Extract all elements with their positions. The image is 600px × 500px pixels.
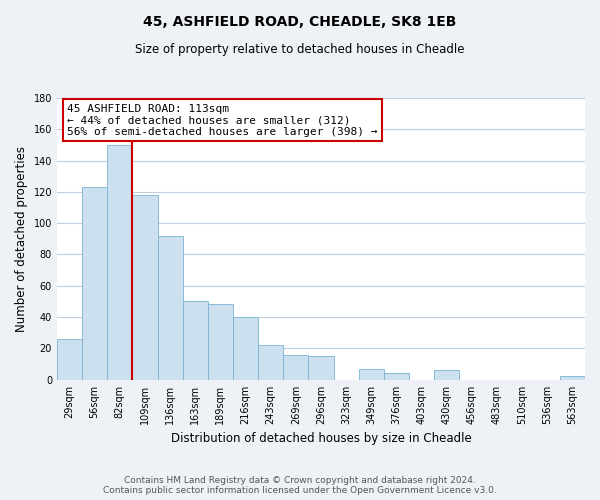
X-axis label: Distribution of detached houses by size in Cheadle: Distribution of detached houses by size … — [170, 432, 472, 445]
Bar — [233, 317, 258, 380]
Bar — [158, 236, 182, 380]
Bar — [359, 368, 384, 380]
Text: 45 ASHFIELD ROAD: 113sqm
← 44% of detached houses are smaller (312)
56% of semi-: 45 ASHFIELD ROAD: 113sqm ← 44% of detach… — [67, 104, 378, 137]
Bar — [308, 356, 334, 380]
Y-axis label: Number of detached properties: Number of detached properties — [15, 146, 28, 332]
Bar — [82, 187, 107, 380]
Text: Size of property relative to detached houses in Cheadle: Size of property relative to detached ho… — [135, 42, 465, 56]
Bar — [258, 345, 283, 380]
Bar — [434, 370, 459, 380]
Bar — [384, 374, 409, 380]
Text: Contains HM Land Registry data © Crown copyright and database right 2024.
Contai: Contains HM Land Registry data © Crown c… — [103, 476, 497, 495]
Text: 45, ASHFIELD ROAD, CHEADLE, SK8 1EB: 45, ASHFIELD ROAD, CHEADLE, SK8 1EB — [143, 15, 457, 29]
Bar — [133, 195, 158, 380]
Bar — [107, 145, 133, 380]
Bar — [560, 376, 585, 380]
Bar — [182, 302, 208, 380]
Bar — [208, 304, 233, 380]
Bar — [57, 339, 82, 380]
Bar — [283, 354, 308, 380]
